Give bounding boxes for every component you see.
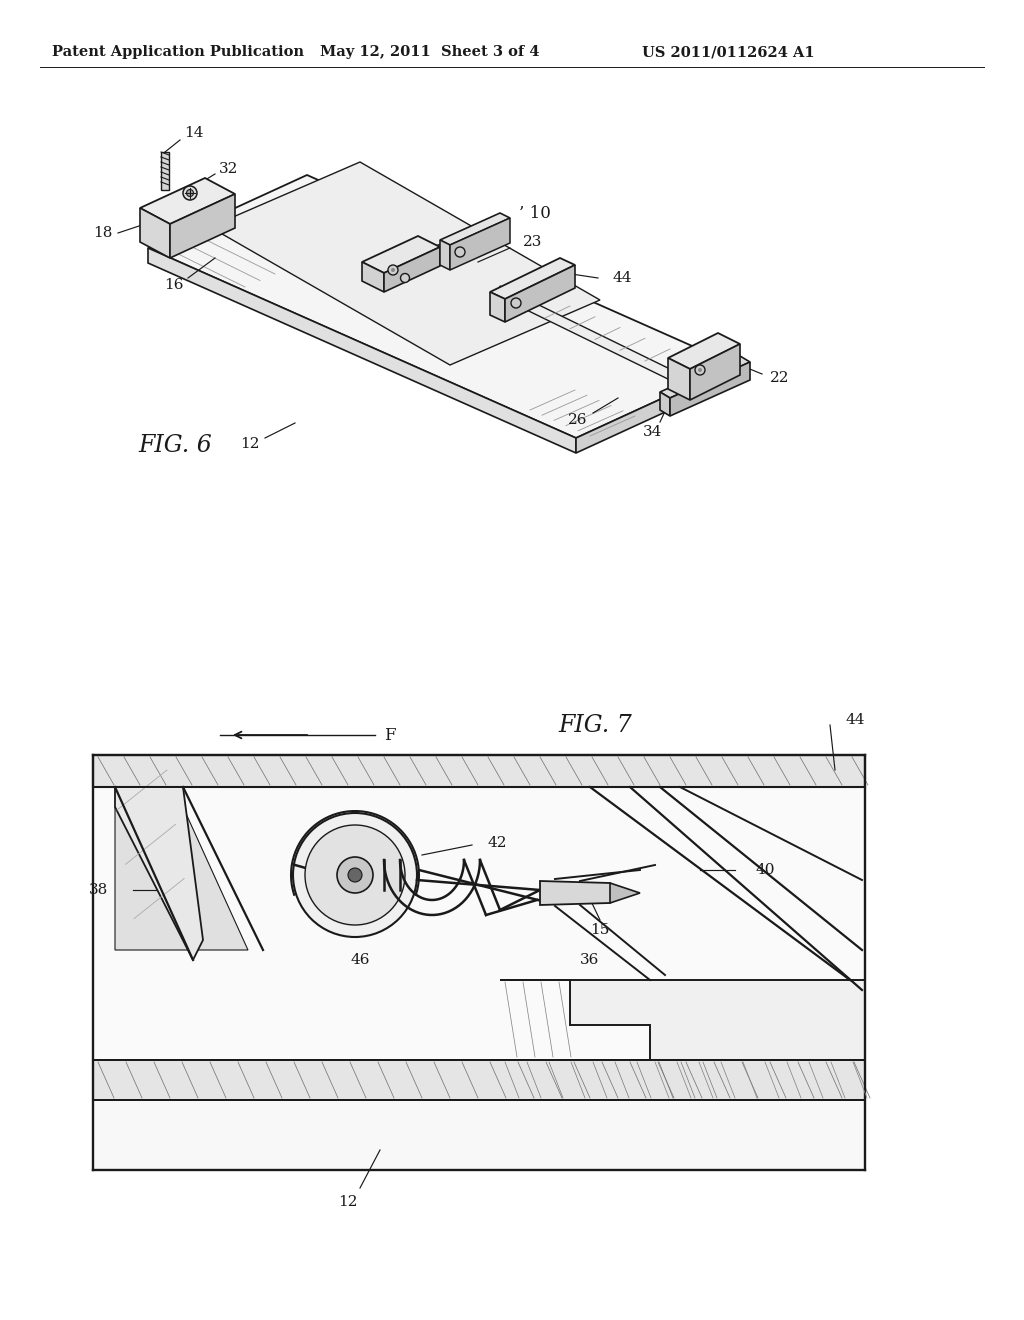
- Text: 18: 18: [93, 226, 113, 240]
- Text: 26: 26: [568, 413, 588, 426]
- Polygon shape: [384, 247, 440, 292]
- Text: 12: 12: [241, 437, 260, 451]
- Polygon shape: [505, 265, 575, 322]
- Text: Patent Application Publication: Patent Application Publication: [52, 45, 304, 59]
- Text: US 2011/0112624 A1: US 2011/0112624 A1: [642, 45, 814, 59]
- Text: 15: 15: [590, 923, 609, 937]
- Circle shape: [695, 366, 705, 375]
- Polygon shape: [362, 261, 384, 292]
- Polygon shape: [540, 880, 625, 906]
- Text: May 12, 2011  Sheet 3 of 4: May 12, 2011 Sheet 3 of 4: [321, 45, 540, 59]
- Polygon shape: [384, 238, 458, 279]
- Polygon shape: [660, 356, 750, 399]
- Polygon shape: [670, 362, 750, 416]
- Circle shape: [388, 265, 398, 275]
- Text: 14: 14: [184, 125, 204, 140]
- Text: 44: 44: [845, 713, 864, 727]
- Polygon shape: [575, 366, 735, 453]
- Polygon shape: [161, 152, 169, 190]
- Text: 23: 23: [523, 235, 543, 249]
- Polygon shape: [115, 787, 203, 960]
- Text: 32: 32: [219, 162, 239, 176]
- Circle shape: [511, 298, 521, 308]
- Polygon shape: [440, 213, 510, 246]
- Polygon shape: [610, 883, 640, 903]
- Text: 36: 36: [581, 953, 600, 968]
- Polygon shape: [170, 202, 230, 232]
- Text: FIG. 6: FIG. 6: [138, 433, 212, 457]
- Text: 38: 38: [89, 883, 108, 898]
- Text: 12: 12: [338, 1195, 357, 1209]
- Circle shape: [348, 869, 362, 882]
- Polygon shape: [490, 257, 575, 300]
- Polygon shape: [140, 178, 234, 224]
- Polygon shape: [115, 807, 248, 950]
- Circle shape: [305, 825, 406, 925]
- Text: 16: 16: [164, 279, 183, 292]
- Circle shape: [183, 186, 197, 201]
- Circle shape: [698, 368, 702, 372]
- Text: F: F: [384, 726, 396, 743]
- Circle shape: [293, 813, 417, 937]
- Polygon shape: [500, 979, 865, 1060]
- Circle shape: [186, 190, 194, 197]
- Circle shape: [391, 268, 395, 272]
- Text: 40: 40: [756, 863, 775, 876]
- Polygon shape: [490, 292, 505, 322]
- Circle shape: [337, 857, 373, 894]
- Polygon shape: [148, 248, 575, 453]
- Polygon shape: [140, 209, 170, 257]
- Polygon shape: [498, 286, 672, 380]
- Text: 34: 34: [643, 425, 663, 440]
- Polygon shape: [210, 162, 600, 366]
- Text: 22: 22: [770, 371, 790, 385]
- Polygon shape: [690, 345, 740, 400]
- Circle shape: [400, 273, 410, 282]
- Polygon shape: [668, 358, 690, 400]
- Polygon shape: [668, 333, 740, 370]
- Polygon shape: [450, 218, 510, 271]
- Polygon shape: [93, 1100, 865, 1170]
- Polygon shape: [440, 240, 450, 271]
- Polygon shape: [93, 787, 865, 1060]
- Polygon shape: [362, 236, 440, 273]
- Circle shape: [455, 247, 465, 257]
- Text: 46: 46: [350, 953, 370, 968]
- Text: 44: 44: [612, 271, 632, 285]
- Text: ’ 10: ’ 10: [519, 205, 551, 222]
- Text: 42: 42: [487, 836, 507, 850]
- Polygon shape: [148, 176, 735, 438]
- Polygon shape: [93, 755, 865, 787]
- Polygon shape: [93, 1060, 865, 1100]
- Polygon shape: [170, 194, 234, 257]
- Polygon shape: [660, 392, 670, 416]
- Text: FIG. 7: FIG. 7: [558, 714, 632, 737]
